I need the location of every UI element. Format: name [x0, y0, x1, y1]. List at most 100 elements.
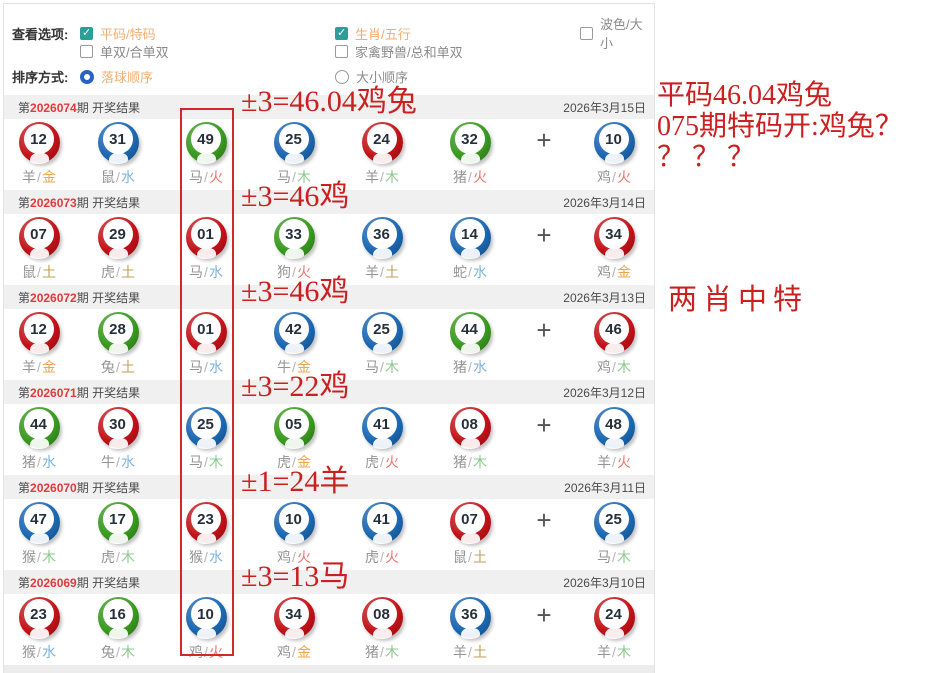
issue-suffix: 期 开奖结果 — [76, 575, 141, 590]
checkbox-icon[interactable] — [335, 45, 348, 58]
lottery-ball-17: 17 — [97, 502, 139, 543]
checkbox-bose-daxiao[interactable]: 波色/大小 — [580, 14, 646, 52]
special-ball-cell: 34 — [574, 217, 654, 258]
checkbox-pingma-tema[interactable]: 平码/特码 — [80, 24, 335, 43]
zodiac-slash: / — [37, 169, 41, 185]
lottery-ball-41: 41 — [361, 407, 403, 448]
ball-number: 08 — [366, 599, 397, 629]
ball-number: 24 — [366, 124, 397, 154]
draw-header: 第2026070期 开奖结果 2026年3月11日 — [4, 475, 654, 499]
draw-row: 第2026072期 开奖结果 2026年3月13日 12 28 01 42 25 44 +4… — [4, 276, 654, 380]
zodiac-label: 猴 / 木 — [4, 547, 74, 567]
draw-date: 2026年3月12日 — [563, 385, 646, 400]
zodiac-row: 猴 / 水兔 / 木鸡 / 火鸡 / 金猪 / 木羊 / 土羊 / 木 — [4, 641, 654, 663]
zodiac-slash: / — [380, 264, 384, 280]
zodiac-element: 木 — [616, 359, 631, 375]
zodiac-element: 土 — [472, 549, 487, 565]
ball-cell: 41 — [338, 502, 426, 543]
ball-number: 07 — [454, 504, 485, 534]
checkbox-icon[interactable] — [80, 26, 93, 40]
checkbox-icon[interactable] — [80, 45, 93, 58]
checkbox-danshuang-hedanshuang[interactable]: 单双/合单双 — [80, 42, 335, 61]
zodiac-slash: / — [37, 644, 41, 660]
draw-header: 第2026074期 开奖结果 2026年3月15日 — [4, 95, 654, 119]
zodiac-element: 木 — [616, 549, 631, 565]
results-panel: 查看选项: 平码/特码 生肖/五行 波色/大小 单双/合单双 家禽野兽 — [3, 3, 655, 673]
zodiac-animal: 马 — [189, 169, 204, 185]
lottery-ball-31: 31 — [97, 122, 139, 163]
zodiac-label: 羊 / 火 — [574, 452, 654, 472]
zodiac-element: 木 — [384, 169, 399, 185]
ball-number: 25 — [278, 124, 309, 154]
zodiac-label: 鸡 / 金 — [574, 262, 654, 282]
zodiac-animal: 马 — [189, 264, 204, 280]
zodiac-label: 虎 / 火 — [338, 452, 426, 472]
special-ball-cell: 10 — [574, 122, 654, 163]
zodiac-slash: / — [116, 549, 120, 565]
zodiac-label: 鼠 / 土 — [4, 262, 74, 282]
ball-cell: 36 — [338, 217, 426, 258]
zodiac-element: 金 — [41, 169, 56, 185]
zodiac-label: 马 / 火 — [162, 167, 250, 187]
radio-size-order[interactable]: 大小顺序 — [335, 67, 580, 86]
ball-cell: 30 — [74, 407, 162, 448]
lottery-ball-08: 08 — [449, 407, 491, 448]
draw-issue: 第2026071期 开奖结果 — [18, 384, 140, 401]
zodiac-label: 鸡 / 火 — [162, 642, 250, 662]
radio-icon[interactable] — [335, 69, 349, 84]
zodiac-element: 土 — [120, 264, 135, 280]
draw-row: 第2026073期 开奖结果 2026年3月14日 07 29 01 33 36 14 +3… — [4, 181, 654, 285]
zodiac-element: 土 — [120, 359, 135, 375]
draw-issue: 第2026072期 开奖结果 — [18, 289, 140, 306]
side-annotation-line: 075期特码开:鸡兔？ — [657, 111, 903, 142]
zodiac-slash: / — [612, 454, 616, 470]
zodiac-label: 猪 / 水 — [4, 452, 74, 472]
zodiac-slash: / — [380, 549, 384, 565]
zodiac-slash: / — [37, 359, 41, 375]
zodiac-label: 马 / 木 — [162, 452, 250, 472]
zodiac-animal: 虎 — [101, 549, 116, 565]
zodiac-element: 水 — [472, 264, 487, 280]
zodiac-slash: / — [116, 644, 120, 660]
zodiac-label: 虎 / 土 — [74, 262, 162, 282]
ball-cell: 33 — [250, 217, 338, 258]
ball-number: 23 — [23, 599, 54, 629]
ball-number: 10 — [598, 124, 629, 154]
zodiac-label: 蛇 / 水 — [426, 262, 514, 282]
zodiac-animal: 蛇 — [453, 264, 468, 280]
radio-icon[interactable] — [80, 69, 94, 84]
ball-cell: 07 — [4, 217, 74, 258]
lottery-ball-10: 10 — [185, 597, 227, 638]
balls-row: 12 28 01 42 25 44 +46 — [4, 309, 654, 356]
issue-number: 2026069 — [30, 575, 77, 590]
checkbox-icon[interactable] — [580, 26, 593, 40]
ball-cell: 44 — [426, 312, 514, 353]
zodiac-animal: 狗 — [277, 264, 292, 280]
zodiac-element: 木 — [616, 644, 631, 660]
zodiac-animal: 虎 — [365, 549, 380, 565]
zodiac-slash: / — [116, 359, 120, 375]
radio-ball-order[interactable]: 落球顺序 — [80, 67, 335, 86]
ball-number: 46 — [598, 314, 629, 344]
lottery-ball-07: 07 — [449, 502, 491, 543]
issue-prefix: 第 — [18, 385, 31, 400]
ball-number: 10 — [190, 599, 221, 629]
lottery-ball-25: 25 — [273, 122, 315, 163]
ball-cell: 34 — [250, 597, 338, 638]
zodiac-animal: 猪 — [453, 169, 468, 185]
zodiac-slash: / — [612, 264, 616, 280]
zodiac-element: 金 — [296, 359, 311, 375]
ball-cell: 08 — [338, 597, 426, 638]
checkbox-jiaqin-yeshou[interactable]: 家禽野兽/总和单双 — [335, 42, 580, 61]
zodiac-element: 金 — [296, 454, 311, 470]
zodiac-animal: 牛 — [101, 454, 116, 470]
checkbox-shengxiao-wuxing[interactable]: 生肖/五行 — [335, 24, 580, 43]
checkbox-icon[interactable] — [335, 26, 348, 40]
zodiac-element: 金 — [616, 264, 631, 280]
issue-number: 2026072 — [30, 290, 77, 305]
lottery-ball-46: 46 — [593, 312, 635, 353]
special-ball-cell: 48 — [574, 407, 654, 448]
balls-row: 12 31 49 25 24 32 +10 — [4, 119, 654, 166]
lottery-ball-28: 28 — [97, 312, 139, 353]
zodiac-animal: 猴 — [189, 549, 204, 565]
